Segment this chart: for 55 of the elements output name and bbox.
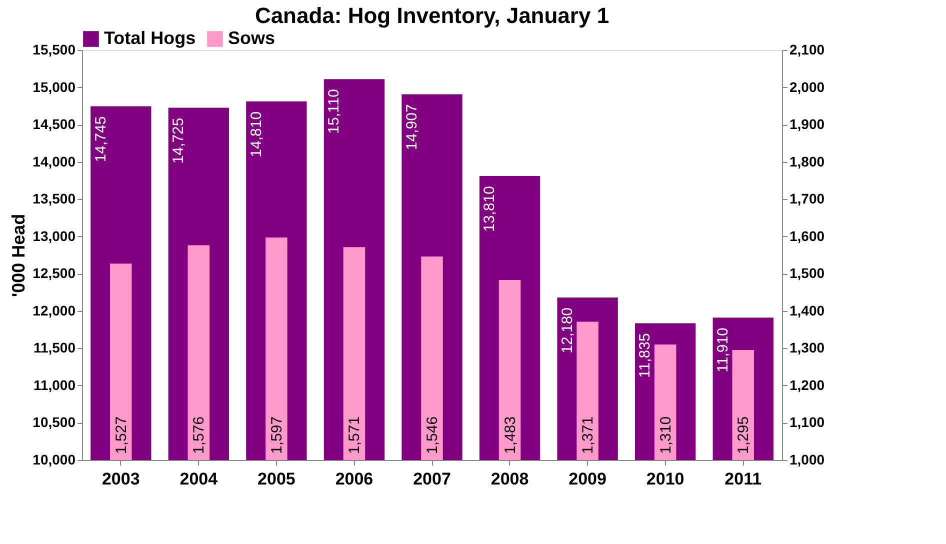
y2-tick-label: 1,700 xyxy=(790,190,825,207)
x-tick-label: 2010 xyxy=(646,470,684,488)
data-label: 13,810 xyxy=(481,186,498,232)
y-tick-label: 12,500 xyxy=(32,265,76,282)
data-label: 11,835 xyxy=(636,333,654,378)
x-tick-label: 2004 xyxy=(180,470,218,488)
y-tick-label: 15,500 xyxy=(32,42,76,58)
y-tick-label: 13,000 xyxy=(32,228,76,244)
y2-tick-label: 1,100 xyxy=(790,414,825,430)
y-axis-title: '000 Head xyxy=(8,214,29,298)
data-label: 14,907 xyxy=(403,104,420,150)
data-label: 1,371 xyxy=(580,416,597,454)
y2-tick-label: 1,900 xyxy=(790,116,825,132)
y-tick-label: 11,000 xyxy=(33,376,76,393)
data-label: 14,810 xyxy=(248,111,265,158)
y-tick-label: 14,000 xyxy=(32,153,76,170)
x-tick-label: 2011 xyxy=(724,470,762,488)
data-label: 1,576 xyxy=(190,416,208,454)
x-tick-label: 2006 xyxy=(335,470,374,488)
y2-tick-label: 1,600 xyxy=(790,228,825,244)
data-label: 1,295 xyxy=(735,416,752,454)
data-label: 14,745 xyxy=(92,116,110,162)
legend-label: Sows xyxy=(228,28,276,48)
data-label: 1,597 xyxy=(268,416,286,454)
data-label: 1,483 xyxy=(502,416,519,454)
y2-tick-label: 1,000 xyxy=(790,452,825,468)
y-tick-label: 14,500 xyxy=(32,116,76,132)
y2-tick-label: 1,400 xyxy=(790,302,825,318)
data-label: 1,310 xyxy=(657,416,674,454)
chart-title: Canada: Hog Inventory, January 1 xyxy=(254,3,610,28)
data-label: 1,546 xyxy=(424,416,441,454)
y2-tick-label: 1,200 xyxy=(790,376,825,393)
y2-tick-label: 1,300 xyxy=(790,340,825,356)
y-tick-label: 10,500 xyxy=(32,414,76,430)
x-tick-label: 2009 xyxy=(568,470,606,488)
data-label: 15,110 xyxy=(326,89,343,134)
data-label: 12,180 xyxy=(558,307,576,354)
legend-label: Total Hogs xyxy=(104,28,196,48)
y-tick-label: 13,500 xyxy=(32,190,76,207)
y-tick-label: 12,000 xyxy=(32,302,76,318)
x-tick-label: 2007 xyxy=(413,470,451,488)
data-label: 1,571 xyxy=(346,416,364,454)
y-tick-label: 11,500 xyxy=(33,340,76,356)
data-label: 11,910 xyxy=(714,328,732,372)
y-tick-label: 10,000 xyxy=(32,452,76,468)
x-tick-label: 2005 xyxy=(258,470,296,488)
y-tick-label: 15,000 xyxy=(32,78,76,95)
data-label: 1,527 xyxy=(112,416,130,454)
y2-tick-label: 2,100 xyxy=(790,42,825,58)
x-tick-label: 2008 xyxy=(490,470,529,488)
y2-tick-label: 2,000 xyxy=(790,78,825,95)
y2-tick-label: 1,500 xyxy=(790,265,825,282)
data-label: 14,725 xyxy=(170,118,188,164)
x-tick-label: 2003 xyxy=(102,470,140,488)
y2-tick-label: 1,800 xyxy=(790,153,825,170)
